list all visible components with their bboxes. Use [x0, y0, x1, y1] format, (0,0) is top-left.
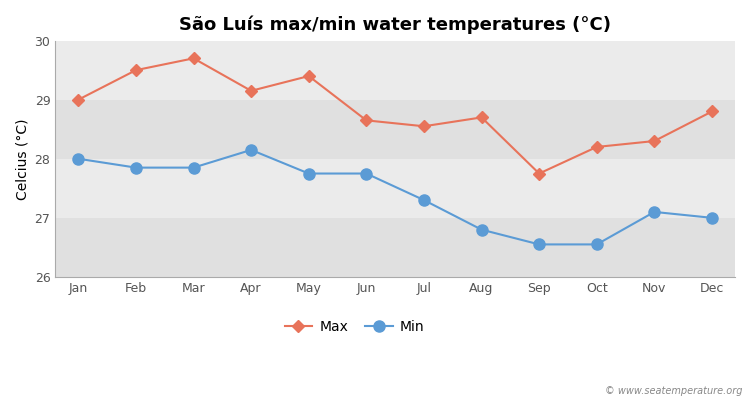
Min	[362, 171, 370, 176]
Min	[189, 165, 198, 170]
Title: São Luís max/min water temperatures (°C): São Luís max/min water temperatures (°C)	[179, 15, 611, 34]
Min	[247, 148, 256, 152]
Bar	[56, 100, 735, 159]
Line: Min: Min	[73, 144, 718, 250]
Min	[419, 198, 428, 202]
Max	[650, 139, 658, 144]
Bar	[56, 218, 735, 277]
Max	[592, 144, 602, 149]
Max	[304, 74, 313, 78]
Min	[650, 210, 658, 214]
Bar	[56, 41, 735, 100]
Text: © www.seatemperature.org: © www.seatemperature.org	[605, 386, 742, 396]
Min	[477, 227, 486, 232]
Max	[419, 124, 428, 129]
Legend: Max, Min: Max, Min	[279, 314, 430, 340]
Min	[592, 242, 602, 247]
Min	[74, 156, 82, 161]
Bar	[56, 159, 735, 218]
Max	[477, 115, 486, 120]
Max	[707, 109, 716, 114]
Y-axis label: Celcius (°C): Celcius (°C)	[15, 118, 29, 200]
Line: Max: Max	[74, 54, 716, 178]
Min	[707, 216, 716, 220]
Min	[535, 242, 544, 247]
Min	[131, 165, 140, 170]
Max	[131, 68, 140, 72]
Max	[247, 88, 256, 93]
Min	[304, 171, 313, 176]
Max	[535, 171, 544, 176]
Max	[362, 118, 370, 123]
Max	[189, 56, 198, 61]
Max	[74, 97, 82, 102]
